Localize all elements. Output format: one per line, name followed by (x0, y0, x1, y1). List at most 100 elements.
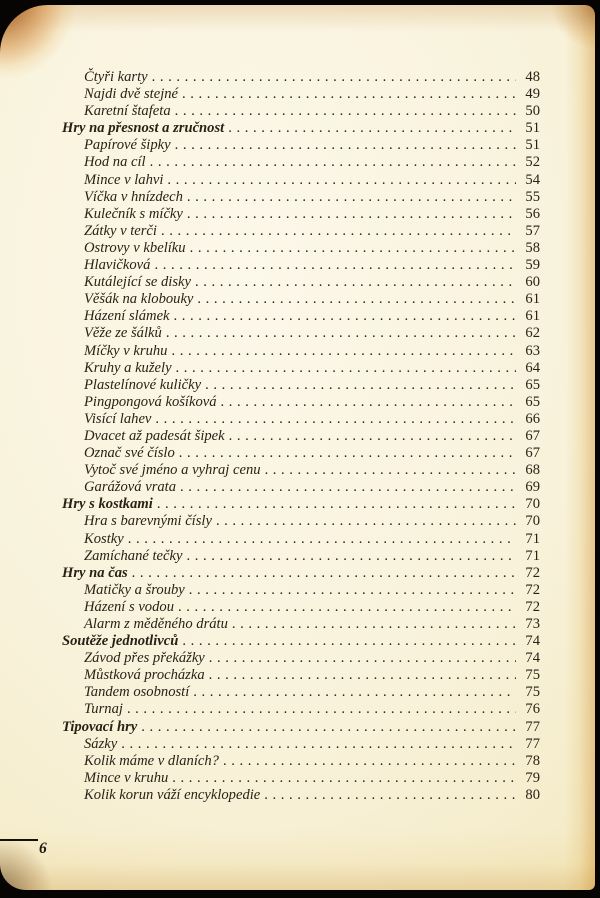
toc-entry-page-number: 73 (525, 616, 540, 632)
toc-entry-row: Házení slámek...........................… (62, 308, 540, 325)
toc-entry-title: Věšák na klobouky (84, 291, 194, 308)
dot-leader: ........................................… (155, 410, 516, 427)
toc-entry-title: Můstková procházka (84, 667, 205, 684)
dot-leader: ........................................… (208, 667, 516, 684)
dot-leader: ........................................… (193, 684, 516, 701)
toc-entry-title: Víčka v hnízdech (84, 188, 183, 205)
toc-entry-page-number: 74 (525, 633, 540, 650)
toc-entry-row: Míčky v kruhu...........................… (62, 343, 540, 360)
toc-entry-title: Hry s kostkami (62, 496, 153, 513)
dot-leader: ........................................… (228, 427, 516, 444)
toc-entry-page-number: 56 (525, 205, 540, 222)
toc-entry-row: Alarm z měděného drátu..................… (62, 616, 540, 633)
toc-entry-title: Karetní štafeta (84, 103, 171, 120)
toc-entry-title: Visící lahev (84, 410, 152, 427)
toc-entry-row: Tandem osobností........................… (62, 684, 540, 701)
toc-entry-title: Alarm z měděného drátu (84, 616, 228, 632)
toc-entry-page-number: 66 (525, 410, 540, 427)
toc-entry-title: Hry na přesnost a zručnost (62, 120, 225, 137)
toc-entry-row: Mince v kruhu...........................… (62, 770, 540, 787)
dot-leader: ........................................… (264, 786, 516, 803)
toc-entry-title: Vytoč své jméno a vyhraj cenu (84, 462, 261, 479)
toc-entry-page-number: 74 (525, 650, 540, 667)
toc-entry-page-number: 49 (525, 86, 540, 103)
toc-entry-page-number: 71 (525, 530, 540, 547)
toc-entry-title: Označ své číslo (84, 445, 175, 462)
toc-entry-page-number: 70 (525, 496, 540, 513)
toc-entry-title: Hlavičková (84, 257, 151, 274)
toc-section-row: Tipovací hry............................… (62, 719, 540, 736)
toc-entry-row: Mince v lahvi...........................… (62, 172, 540, 189)
toc-entry-title: Dvacet až padesát šipek (84, 427, 225, 444)
toc-entry-title: Házení slámek (84, 308, 170, 325)
toc-entry-title: Kruhy a kužely (84, 359, 172, 376)
toc-entry-page-number: 58 (525, 239, 540, 256)
dot-leader: ........................................… (186, 205, 516, 222)
toc-entry-row: Závod přes překážky.....................… (62, 650, 540, 667)
dot-leader: ........................................… (231, 616, 516, 632)
dot-leader: ........................................… (188, 581, 516, 598)
toc-entry-row: Zátky v terči...........................… (62, 223, 540, 240)
toc-entry-row: Můstková procházka......................… (62, 667, 540, 684)
toc-entry-page-number: 65 (525, 376, 540, 393)
toc-entry-title: Garážová vrata (84, 479, 177, 496)
toc-entry-page-number: 67 (525, 445, 540, 462)
toc-entry-page-number: 57 (525, 222, 540, 239)
toc-entry-row: Věšák na klobouky.......................… (62, 291, 540, 308)
toc-entry-title: Pingpongová košíková (84, 393, 217, 410)
toc-entry-title: Kolik korun váží encyklopedie (84, 786, 261, 803)
toc-entry-row: Čtyři karty.............................… (62, 69, 540, 86)
dot-leader: ........................................… (121, 735, 516, 752)
toc-entry-page-number: 51 (525, 137, 540, 154)
dot-leader: ........................................… (141, 718, 516, 735)
toc-entry-page-number: 80 (525, 786, 540, 803)
toc-entry-row: Najdi dvě stejné........................… (62, 86, 540, 103)
dot-leader: ........................................… (178, 598, 516, 615)
toc-entry-title: Zátky v terči (84, 222, 157, 239)
dot-leader: ........................................… (264, 462, 516, 479)
toc-entry-page-number: 76 (525, 701, 540, 718)
toc-entry-title: Sázky (84, 735, 118, 752)
toc-entry-row: Hra s barevnými čísly...................… (62, 513, 540, 530)
dot-leader: ........................................… (186, 547, 516, 564)
toc-section-row: Hry na čas..............................… (62, 565, 540, 582)
toc-entry-page-number: 71 (525, 547, 540, 564)
dot-leader: ........................................… (151, 69, 516, 85)
toc-entry-row: Karetní štafeta.........................… (62, 103, 540, 120)
toc-entry-row: Kutálející se disky.....................… (62, 274, 540, 291)
toc-entry-page-number: 78 (525, 752, 540, 769)
toc-entry-title: Tandem osobností (84, 684, 190, 701)
toc-entry-page-number: 59 (525, 257, 540, 274)
toc-entry-row: Věže ze šálků...........................… (62, 325, 540, 342)
toc-entry-row: Matičky a šrouby........................… (62, 582, 540, 599)
toc-entry-title: Házení s vodou (84, 598, 174, 615)
toc-entry-page-number: 72 (525, 581, 540, 598)
toc-entry-row: Víčka v hnízdech........................… (62, 189, 540, 206)
toc-entry-title: Věže ze šálků (84, 325, 162, 342)
toc-entry-title: Kulečník s míčky (84, 205, 183, 222)
dot-leader: ........................................… (208, 650, 516, 667)
page-number: 6 (39, 840, 47, 857)
toc-entry-page-number: 77 (525, 735, 540, 752)
toc-entry-title: Míčky v kruhu (84, 342, 168, 359)
toc-entry-title: Čtyři karty (84, 69, 148, 85)
toc-entry-row: Papírové šipky..........................… (62, 137, 540, 154)
toc-entry-page-number: 51 (525, 120, 540, 137)
toc-entry-page-number: 68 (525, 462, 540, 479)
table-of-contents: Čtyři karty.............................… (62, 69, 540, 804)
toc-entry-row: Označ své číslo.........................… (62, 445, 540, 462)
dot-leader: ........................................… (197, 291, 516, 308)
toc-entry-title: Kolik máme v dlaních? (84, 752, 219, 769)
dot-leader: ........................................… (220, 393, 516, 410)
toc-entry-title: Plastelínové kuličky (84, 376, 202, 393)
toc-entry-row: Plastelínové kuličky....................… (62, 377, 540, 394)
toc-entry-row: Kostky..................................… (62, 531, 540, 548)
toc-entry-page-number: 61 (525, 291, 540, 308)
toc-entry-title: Turnaj (84, 701, 123, 718)
dot-leader: ........................................… (182, 633, 516, 650)
dot-leader: ........................................… (172, 769, 516, 786)
dot-leader: ........................................… (171, 342, 516, 359)
toc-entry-page-number: 77 (525, 718, 540, 735)
toc-entry-title: Ostrovy v kbelíku (84, 239, 186, 256)
